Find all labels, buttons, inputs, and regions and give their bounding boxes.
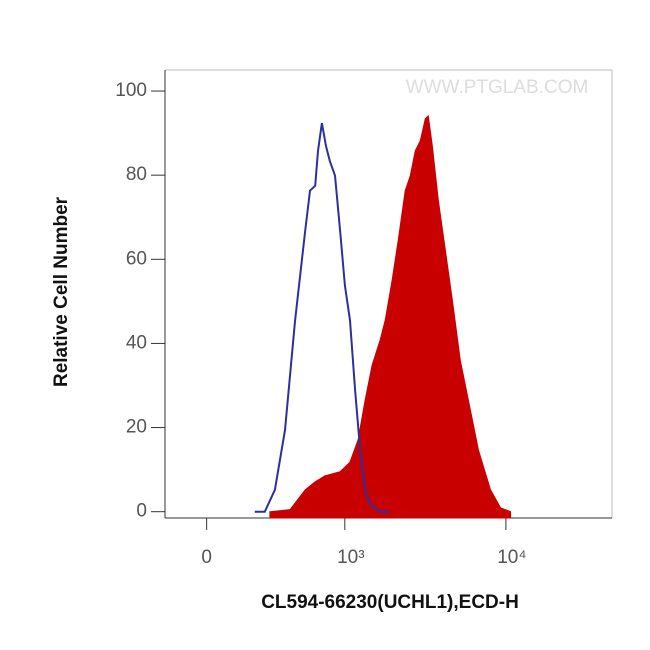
histogram-area [269,114,512,519]
y-axis-label: Relative Cell Number [51,196,72,387]
y-tick-label: 100 [115,80,147,101]
x-tick-label: 10³ [337,547,364,568]
x-tick-label: 10⁴ [497,547,526,568]
watermark: WWW.PTGLAB.COM [406,77,589,98]
y-tick-label: 80 [126,164,147,185]
y-tick-label: 60 [126,248,147,269]
x-axis-label: CL594-66230(UCHL1),ECD-H [261,592,519,613]
y-tick-label: 40 [126,332,147,353]
x-tick-label: 0 [201,547,212,568]
y-tick-label: 20 [126,417,147,438]
histogram-line [254,122,391,513]
y-tick-label: 0 [136,501,147,522]
